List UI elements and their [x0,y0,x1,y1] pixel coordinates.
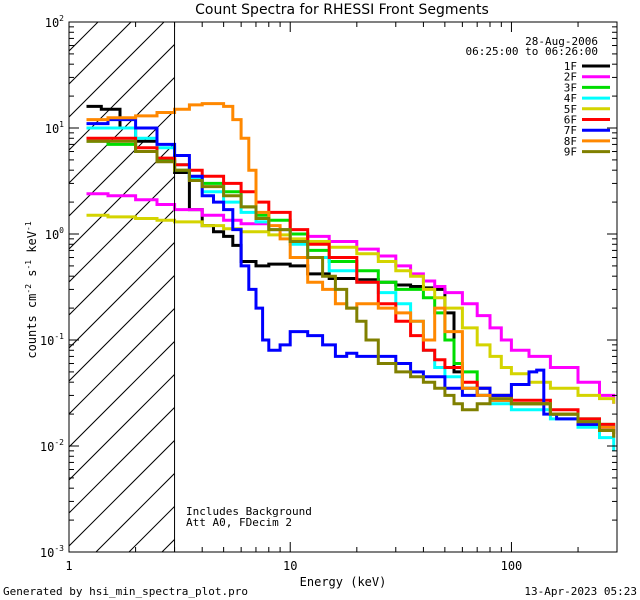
hatch-line [95,472,175,552]
series-line-7F [86,118,616,431]
annotation-attenuator: Att A0, FDecim 2 [186,516,292,529]
series-line-9F [86,139,616,438]
y-tick-label: 101 [45,120,64,136]
hatch-line [69,22,132,85]
hatch-line [69,76,175,184]
plot-frame [68,21,618,553]
legend-label-2F: 2F [564,71,577,84]
hatch-line [69,142,175,250]
y-tick-label: 102 [45,14,64,30]
x-axis: 1 10 100 [65,22,618,573]
hatch-line [69,241,175,349]
legend-label-1F: 1F [564,60,577,73]
observation-date: 28-Aug-2006 [525,35,598,48]
chart-title: Count Spectra for RHESSI Front Segments [195,2,489,18]
legend-label-8F: 8F [564,135,577,148]
y-axis: 10-3 10-2 10-1 100 101 102 [40,14,617,560]
excluded-energy-hatch [69,22,175,552]
series-line-5F [86,213,616,404]
hatch-line [69,274,175,382]
series-layer [86,102,616,451]
hatch-line [69,109,175,217]
legend-label-4F: 4F [564,92,577,105]
legend-label-9F: 9F [564,146,577,159]
legend-label-7F: 7F [564,124,577,137]
hatch-line [69,175,175,283]
y-tick-label: 10-2 [40,438,64,454]
y-tick-label: 10-1 [40,332,64,348]
x-tick-label: 1 [65,559,72,573]
hatch-line [69,22,99,52]
footer-timestamp: 13-Apr-2023 05:23 [524,585,637,598]
legend-label-6F: 6F [564,114,577,127]
legend-label-3F: 3F [564,81,577,94]
x-tick-label: 100 [501,559,523,573]
hatch-line [69,439,175,547]
series-line-8F [86,102,616,438]
y-axis-label: counts cm-2 s-1 keV-1 [24,221,39,358]
time-range: 06:25:00 to 06:26:00 [466,45,598,58]
annotation-background: Includes Background [186,505,312,518]
legend-label-5F: 5F [564,103,577,116]
hatch-line [69,406,175,514]
x-axis-label: Energy (keV) [300,575,387,589]
x-tick-label: 10 [283,559,297,573]
footer-generated-by: Generated by hsi_min_spectra_plot.pro [3,585,248,598]
hatch-line [69,22,165,118]
hatch-line [69,373,175,481]
y-tick-label: 100 [45,226,64,242]
hatch-line [69,208,175,316]
y-tick-label: 10-3 [40,544,64,560]
